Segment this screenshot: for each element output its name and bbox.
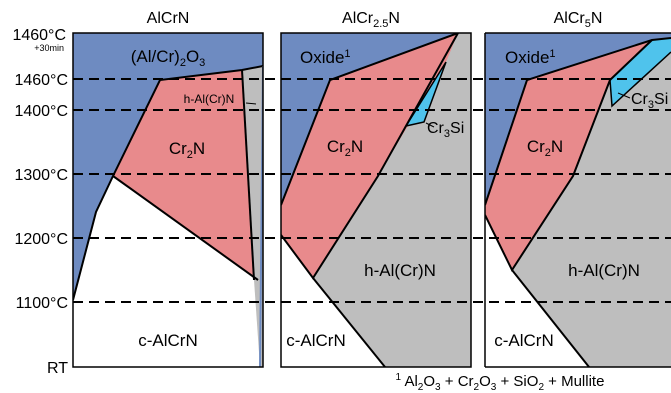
- label-cr2n-2: Cr2N: [327, 137, 363, 159]
- y-label-rt: RT: [47, 360, 68, 377]
- label-hal-3: h-Al(Cr)N: [568, 261, 640, 280]
- label-cal-2: c-AlCrN: [286, 331, 346, 350]
- temperature-guide-lines: [73, 78, 671, 303]
- label-cr3si-2: Cr3Si: [427, 120, 464, 140]
- label-cr3si-3: Cr3Si: [631, 91, 668, 111]
- footnote-oxide-composition: 1 Al2O3 + Cr2O3 + SiO2 + Mullite: [396, 372, 605, 393]
- region-oxide-2: [281, 33, 458, 205]
- panel-title-alcr25n: AlCr2.5N: [342, 10, 400, 30]
- region-c-alcrn-2: [281, 235, 385, 367]
- label-oxide-alcr2o3: (Al/Cr)2O3: [131, 47, 206, 69]
- panel-alcr5n: [485, 33, 671, 367]
- panel-title-alcr5n: AlCr5N: [554, 10, 603, 30]
- label-cr2n-3: Cr2N: [527, 137, 563, 159]
- label-cal-1: c-AlCrN: [138, 331, 198, 350]
- panel-alcrn: [73, 33, 263, 367]
- y-label-1460: 1460°C: [14, 72, 68, 89]
- y-axis-labels: 1460°C +30min 1460°C 1400°C 1300°C 1200°…: [12, 27, 68, 377]
- label-hal-2: h-Al(Cr)N: [364, 261, 436, 280]
- y-label-1100: 1100°C: [16, 295, 68, 312]
- region-hal-1: [242, 66, 263, 367]
- label-hal-1: h-Al(Cr)N: [184, 92, 235, 106]
- y-label-hold-note: +30min: [34, 43, 64, 53]
- region-cr2n-3: [485, 40, 652, 270]
- y-label-1200: 1200°C: [14, 231, 68, 248]
- region-c-alcrn-3: [485, 215, 589, 367]
- label-cal-3: c-AlCrN: [494, 331, 554, 350]
- y-label-1300: 1300°C: [14, 167, 68, 184]
- label-cr2n-1: Cr2N: [169, 139, 205, 161]
- label-oxide-2: Oxide1: [300, 48, 351, 67]
- panel-alcr25n: [281, 33, 471, 367]
- panel-title-alcrn: AlCrN: [147, 10, 190, 27]
- region-oxide-1: [73, 33, 263, 300]
- region-cr3si-3: [610, 38, 671, 106]
- y-label-1400: 1400°C: [14, 103, 68, 120]
- y-label-1460-30min: 1460°C: [12, 27, 66, 44]
- region-oxide-3: [485, 33, 671, 205]
- label-oxide-3: Oxide1: [505, 48, 556, 67]
